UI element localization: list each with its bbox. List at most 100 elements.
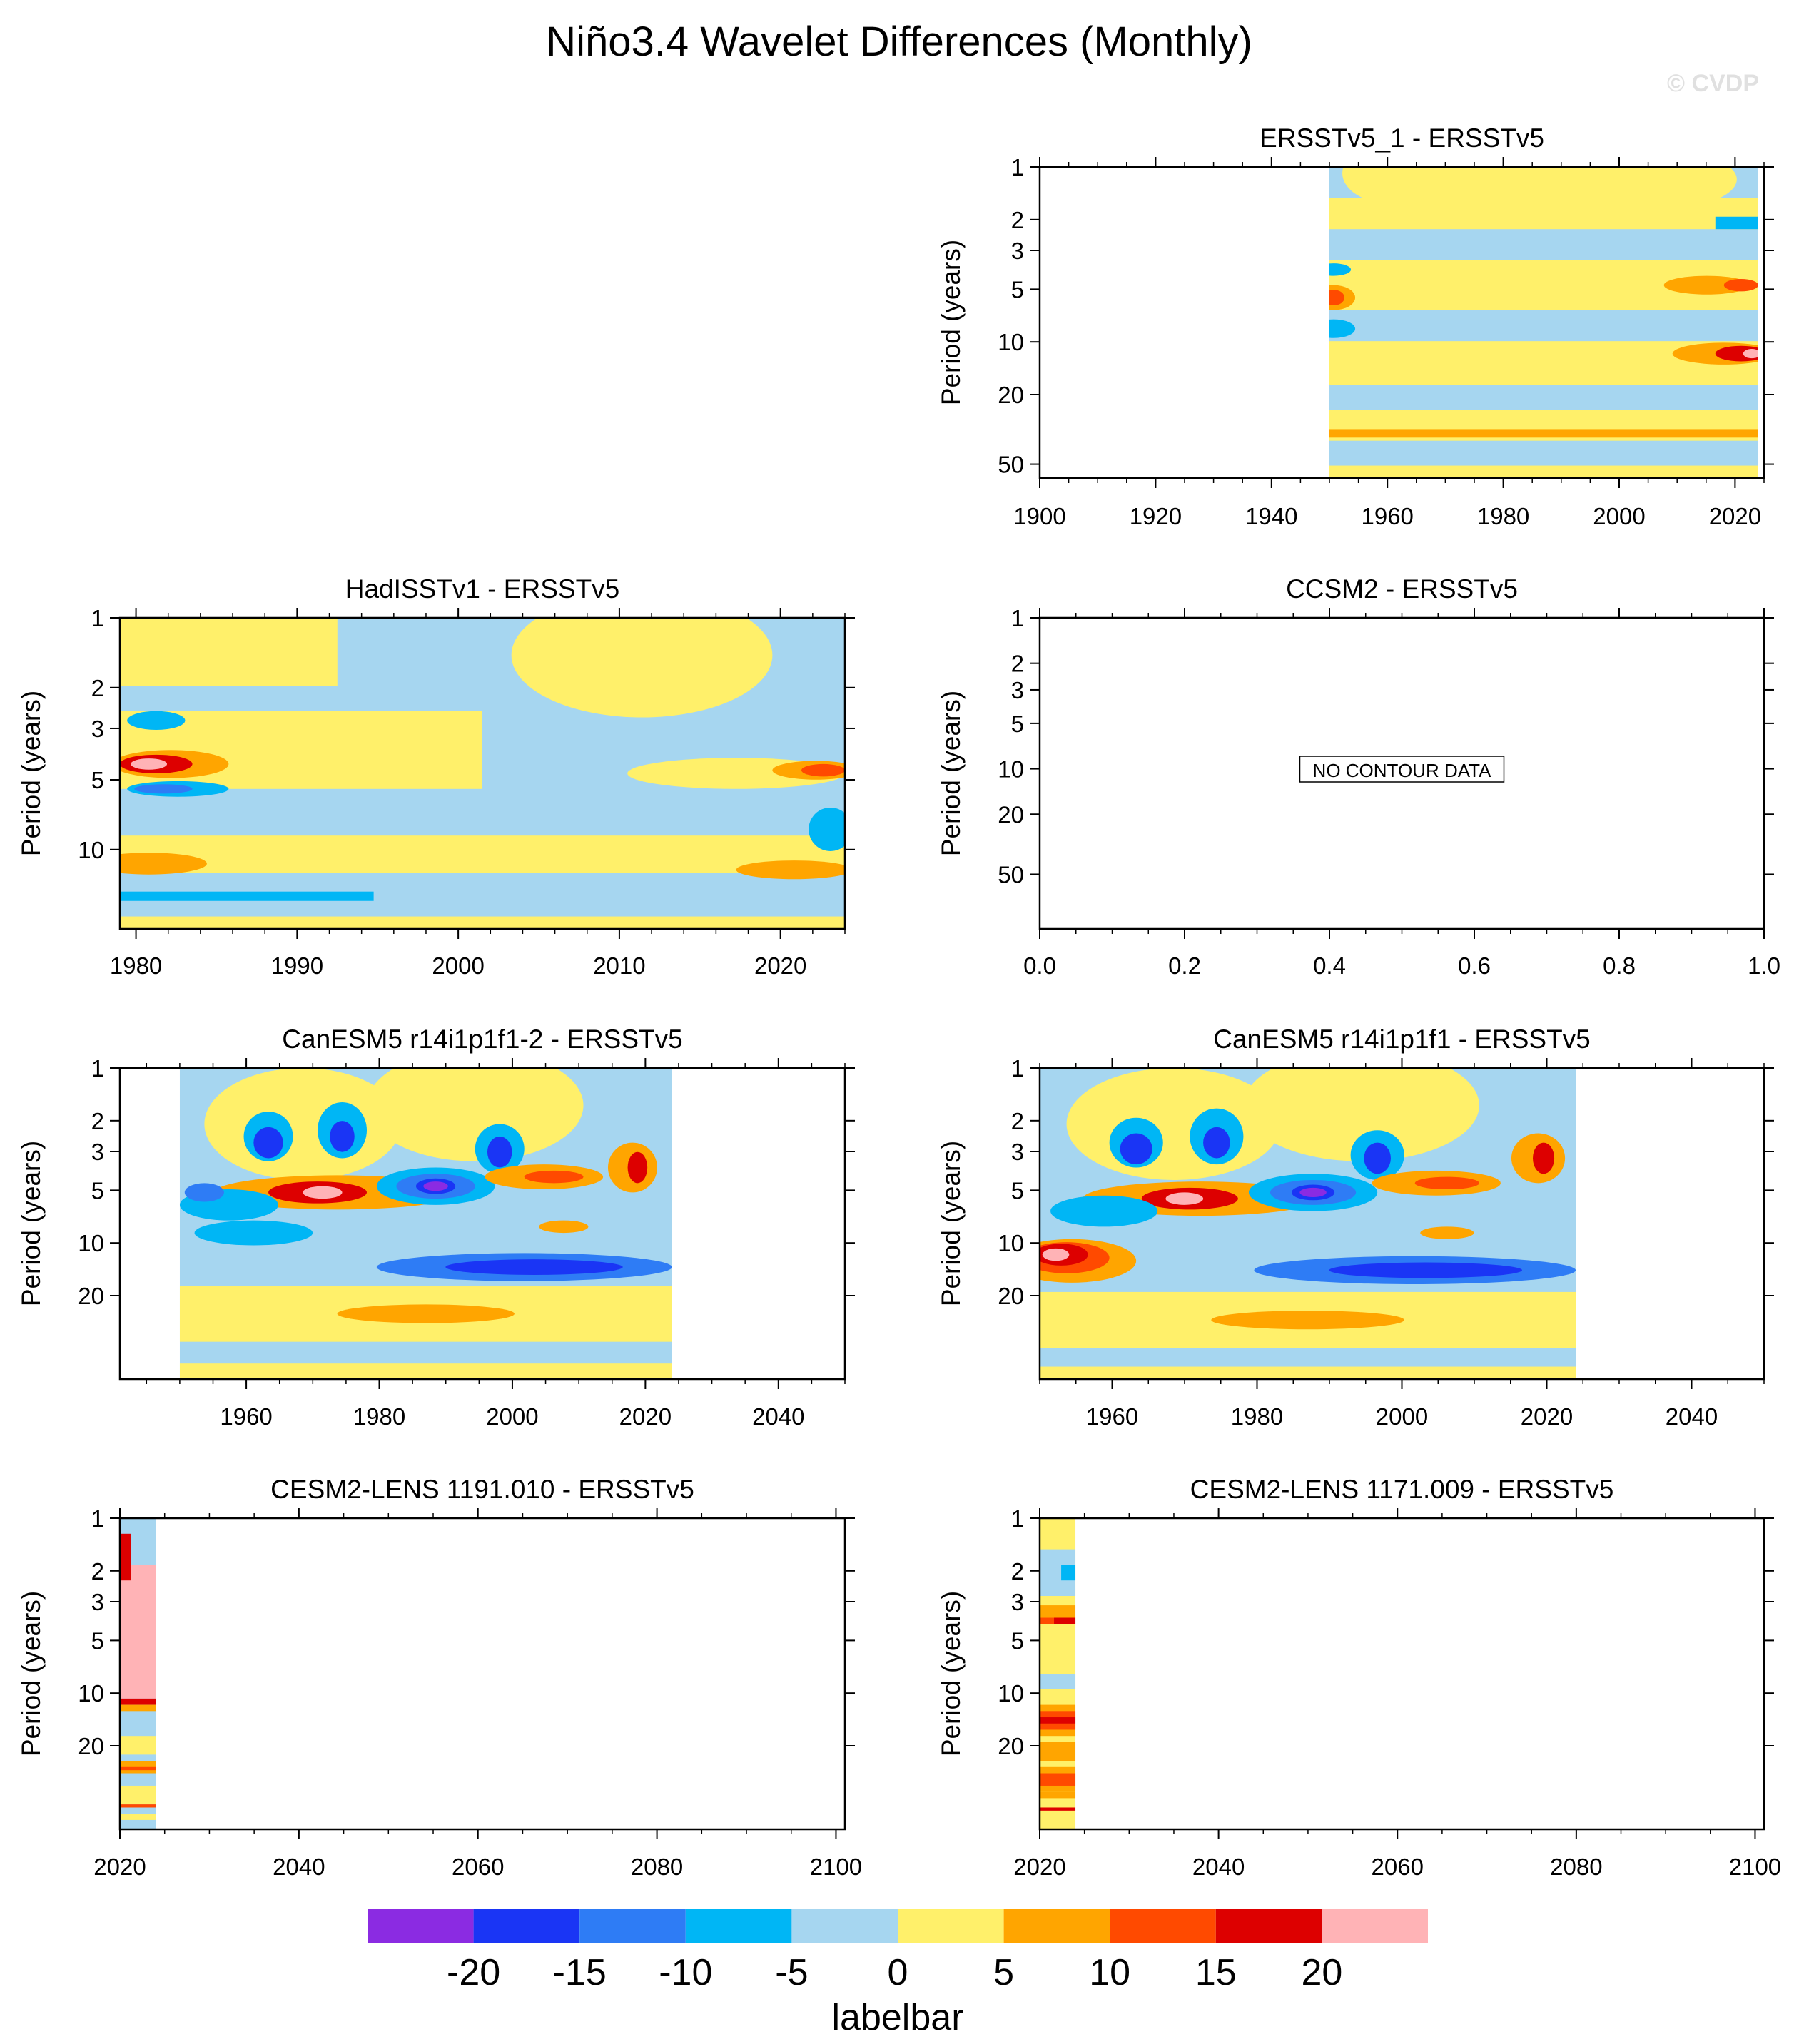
contour-field bbox=[120, 1518, 156, 1829]
contour-region bbox=[1364, 1142, 1391, 1174]
contour-region bbox=[1723, 278, 1758, 292]
contour-region bbox=[367, 1068, 584, 1161]
y-tick-label: 10 bbox=[78, 1230, 104, 1256]
y-tick-label: 20 bbox=[998, 1733, 1024, 1759]
y-tick-label: 1 bbox=[91, 1055, 104, 1082]
contour-region bbox=[228, 711, 447, 773]
y-tick-label: 10 bbox=[78, 1680, 104, 1707]
x-tick-label: 1900 bbox=[1013, 503, 1065, 529]
contour-region bbox=[1042, 1248, 1070, 1261]
contour-region bbox=[487, 1136, 512, 1168]
contour-region bbox=[120, 1785, 156, 1805]
contour-region bbox=[1040, 1807, 1076, 1811]
contour-region bbox=[1715, 345, 1758, 362]
labelbar-tick-label: -5 bbox=[775, 1952, 808, 1993]
contour-field bbox=[120, 618, 845, 929]
contour-region bbox=[1329, 1262, 1522, 1278]
y-axis-label: Period (years) bbox=[16, 691, 46, 856]
y-tick-label: 3 bbox=[1011, 1139, 1024, 1165]
y-tick-label: 2 bbox=[91, 675, 104, 701]
contour-region bbox=[1715, 216, 1758, 230]
contour-region bbox=[179, 1363, 672, 1379]
x-tick-label: 1940 bbox=[1245, 503, 1297, 529]
y-tick-label: 1 bbox=[1011, 1505, 1024, 1532]
labelbar-title: labelbar bbox=[831, 1997, 963, 2038]
contour-field bbox=[179, 1068, 672, 1379]
contour-field bbox=[1040, 1518, 1076, 1829]
contour-region bbox=[127, 711, 186, 730]
contour-region bbox=[1420, 1226, 1474, 1239]
y-tick-label: 1 bbox=[91, 1505, 104, 1532]
contour-region bbox=[1243, 1068, 1479, 1161]
panel-title: HadISSTv1 - ERSSTv5 bbox=[345, 574, 620, 604]
contour-region bbox=[627, 1151, 648, 1184]
y-tick-label: 2 bbox=[1011, 1108, 1024, 1134]
contour-region bbox=[539, 1220, 589, 1234]
y-tick-label: 2 bbox=[91, 1558, 104, 1585]
contour-region bbox=[511, 618, 773, 718]
figure-title: Niño3.4 Wavelet Differences (Monthly) bbox=[546, 19, 1252, 65]
labelbar-swatch bbox=[1322, 1909, 1428, 1943]
x-tick-label: 0.6 bbox=[1458, 952, 1491, 979]
contour-region bbox=[1565, 167, 1737, 211]
x-tick-label: 1980 bbox=[110, 952, 162, 979]
x-tick-label: 2100 bbox=[810, 1854, 862, 1880]
y-tick-label: 50 bbox=[998, 452, 1024, 478]
y-tick-label: 3 bbox=[1011, 238, 1024, 264]
x-tick-label: 1960 bbox=[220, 1403, 272, 1430]
x-tick-label: 2020 bbox=[1013, 1854, 1065, 1880]
contour-region bbox=[120, 1814, 156, 1820]
y-tick-label: 20 bbox=[78, 1283, 104, 1309]
y-tick-label: 50 bbox=[998, 861, 1024, 888]
y-tick-label: 1 bbox=[1011, 1055, 1024, 1082]
labelbar-swatch bbox=[1215, 1909, 1322, 1943]
x-tick-label: 2080 bbox=[1550, 1854, 1602, 1880]
contour-region bbox=[131, 758, 168, 770]
contour-region bbox=[330, 1121, 355, 1152]
labelbar-swatch bbox=[685, 1909, 792, 1943]
x-tick-label: 2060 bbox=[1372, 1854, 1424, 1880]
contour-region bbox=[1120, 1133, 1152, 1165]
panel-7: CESM2-LENS 1171.009 - ERSSTv5 Period (yea… bbox=[936, 1475, 1781, 1880]
y-tick-label: 10 bbox=[998, 1680, 1024, 1707]
panel-title: CanESM5 r14i1p1f1 - ERSSTv5 bbox=[1213, 1024, 1591, 1054]
contour-field bbox=[1329, 167, 1758, 478]
contour-region bbox=[120, 853, 207, 875]
y-tick-label: 1 bbox=[1011, 154, 1024, 180]
labelbar-tick-label: 5 bbox=[993, 1952, 1014, 1993]
labelbar-tick-label: 15 bbox=[1195, 1952, 1237, 1993]
y-tick-label: 2 bbox=[1011, 1558, 1024, 1585]
x-tick-label: 2020 bbox=[619, 1403, 672, 1430]
y-tick-label: 1 bbox=[1011, 605, 1024, 631]
labelbar-tick-label: -15 bbox=[553, 1952, 607, 1993]
x-tick-label: 2020 bbox=[1521, 1403, 1573, 1430]
x-tick-label: 2040 bbox=[1666, 1403, 1718, 1430]
contour-region bbox=[120, 835, 845, 873]
contour-region bbox=[801, 763, 845, 777]
contour-region bbox=[1329, 465, 1758, 478]
contour-region bbox=[204, 1068, 402, 1180]
contour-region bbox=[120, 1766, 156, 1771]
panel-title: CCSM2 - ERSSTv5 bbox=[1286, 574, 1518, 604]
plot-frame bbox=[118, 1067, 846, 1381]
x-tick-label: 1980 bbox=[353, 1403, 405, 1430]
labelbar-swatch bbox=[791, 1909, 898, 1943]
contour-region bbox=[120, 916, 845, 929]
contour-region bbox=[524, 1170, 584, 1184]
x-tick-label: 1.0 bbox=[1748, 952, 1780, 979]
x-tick-label: 2040 bbox=[752, 1403, 804, 1430]
x-tick-label: 1960 bbox=[1086, 1403, 1138, 1430]
y-tick-label: 2 bbox=[1011, 651, 1024, 677]
y-tick-label: 5 bbox=[91, 1177, 104, 1204]
contour-region bbox=[1050, 1195, 1158, 1227]
contour-region bbox=[1414, 1176, 1479, 1190]
y-tick-label: 2 bbox=[1011, 207, 1024, 233]
y-axis-label: Period (years) bbox=[936, 691, 966, 856]
x-tick-label: 2000 bbox=[1593, 503, 1645, 529]
x-tick-label: 2060 bbox=[452, 1854, 504, 1880]
labelbar-tick-label: 10 bbox=[1089, 1952, 1130, 1993]
x-tick-label: 0.0 bbox=[1023, 952, 1056, 979]
contour-region bbox=[120, 1804, 156, 1808]
y-tick-label: 1 bbox=[91, 605, 104, 631]
